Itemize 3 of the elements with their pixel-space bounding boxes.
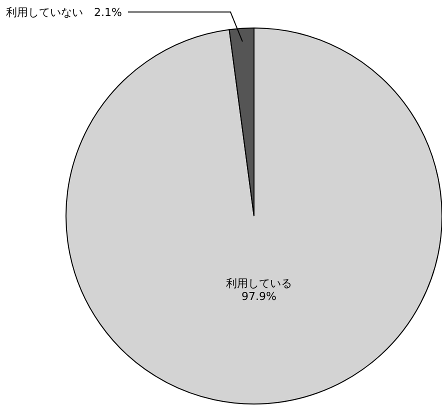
slice-label: 利用している xyxy=(226,277,292,290)
data-label: 97.9% xyxy=(241,290,276,304)
slice-label: 利用していない 2.1% xyxy=(6,6,122,19)
